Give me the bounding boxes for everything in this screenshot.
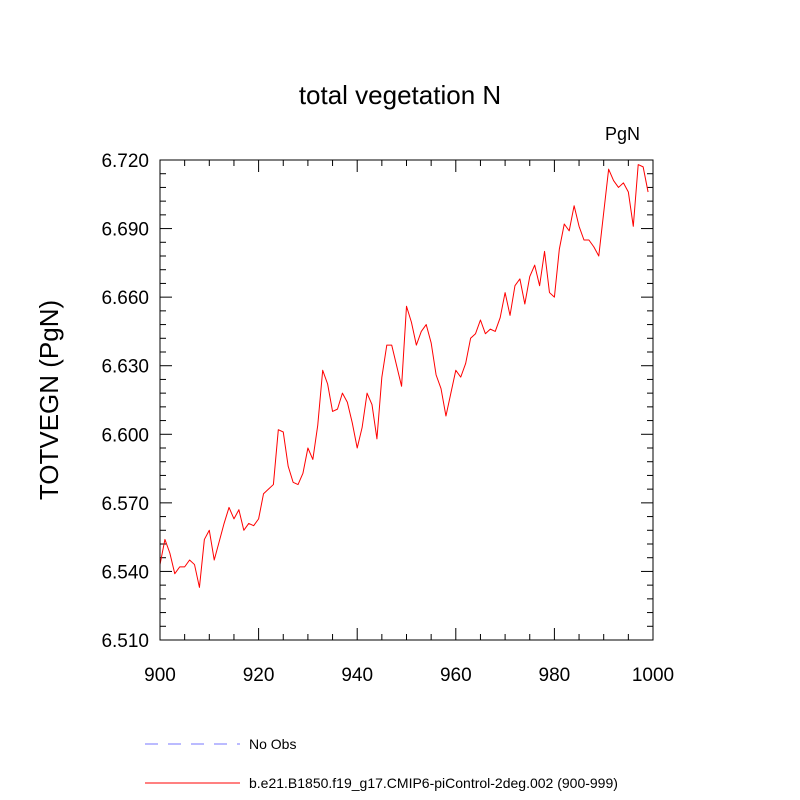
- units-label: PgN: [605, 124, 640, 144]
- x-tick-label: 940: [341, 665, 373, 686]
- y-tick-label: 6.540: [101, 562, 149, 583]
- y-tick-label: 6.510: [101, 631, 149, 652]
- x-tick-label: 900: [144, 665, 176, 686]
- legend-label-no-obs: No Obs: [249, 736, 296, 752]
- y-axis-label: TOTVEGN (PgN): [34, 300, 64, 500]
- x-tick-label: 980: [539, 665, 571, 686]
- y-tick-label: 6.600: [101, 425, 149, 446]
- series-layer: [159, 164, 649, 588]
- y-tick-label: 6.570: [101, 494, 149, 515]
- y-tick-label: 6.690: [101, 220, 149, 241]
- x-tick-label: 920: [243, 665, 275, 686]
- tick-labels: 900 920 940 960 980 1000 6.510 6.540 6.570 6.600 6…: [101, 151, 674, 686]
- axis-ticks: [159, 159, 654, 641]
- y-tick-label: 6.660: [101, 288, 149, 309]
- chart-title: total vegetation N: [299, 80, 501, 110]
- x-tick-label: 1000: [632, 665, 674, 686]
- legend: No Obs b.e21.B1850.f19_g17.CMIP6-piContr…: [145, 736, 618, 791]
- x-tick-label: 960: [440, 665, 472, 686]
- series-line-1: [159, 164, 649, 588]
- legend-label-control: b.e21.B1850.f19_g17.CMIP6-piControl-2deg…: [249, 775, 618, 791]
- plot-frame: [159, 159, 654, 641]
- y-tick-label: 6.630: [101, 357, 149, 378]
- y-tick-label: 6.720: [101, 151, 149, 172]
